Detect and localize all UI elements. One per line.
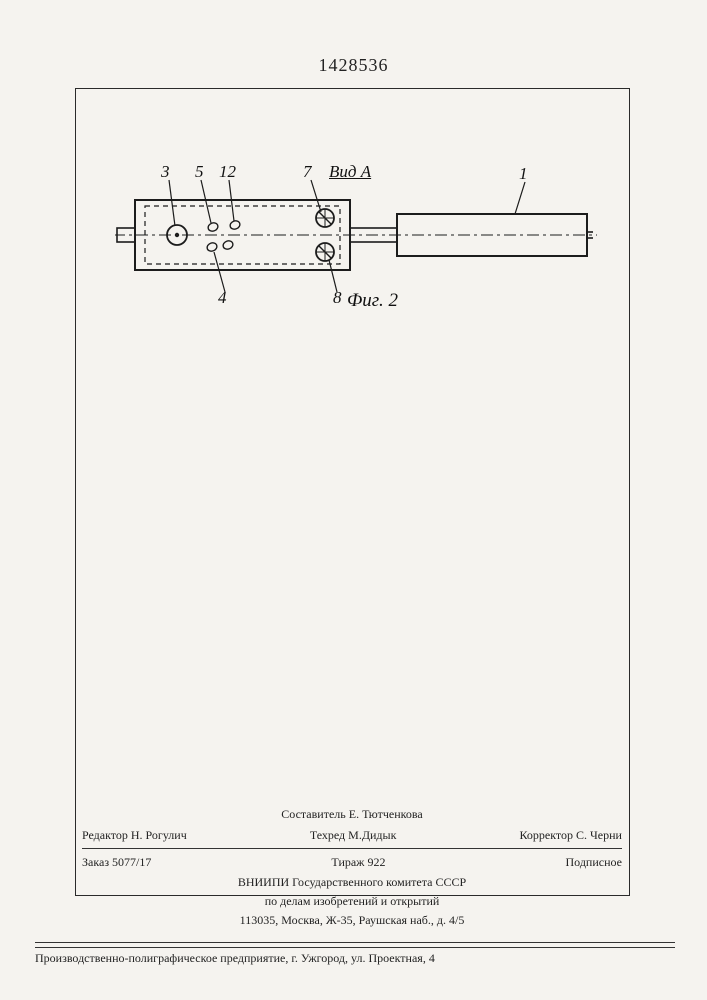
printer-rule-2 (35, 947, 675, 948)
footer-compiler: Составитель Е. Тютченкова (82, 805, 622, 824)
footer-order: Заказ 5077/17 (82, 855, 151, 870)
printer-text: Производственно-полиграфическое предприя… (35, 951, 675, 966)
page: 1428536 (0, 0, 707, 1000)
footer-divider-1 (82, 848, 622, 849)
footer-org-2: по делам изобретений и открытий (82, 892, 622, 911)
footer-editor: Редактор Н. Рогулич (82, 828, 187, 843)
callout-8: 8 (333, 288, 342, 308)
callout-5: 5 (195, 162, 204, 182)
callout-12: 12 (219, 162, 236, 182)
callout-4: 4 (218, 288, 227, 308)
footer-techred: Техред М.Дидык (310, 828, 397, 843)
callout-1: 1 (519, 164, 528, 184)
callout-3: 3 (161, 162, 170, 182)
callout-7: 7 (303, 162, 312, 182)
footer-podpisnoe: Подписное (566, 855, 623, 870)
view-label-a: Вид A (329, 162, 371, 182)
footer-block: Составитель Е. Тютченкова Редактор Н. Ро… (82, 805, 622, 930)
figure-caption: Фиг. 2 (347, 290, 398, 312)
footer-tirazh: Тираж 922 (331, 855, 385, 870)
footer-org-1: ВНИИПИ Государственного комитета СССР (82, 873, 622, 892)
printer-rule-1 (35, 942, 675, 943)
figure-2: 3 5 12 7 1 4 8 Вид A Фиг. 2 (115, 170, 615, 330)
footer-address: 113035, Москва, Ж-35, Раушская наб., д. … (82, 911, 622, 930)
printer-line: Производственно-полиграфическое предприя… (35, 942, 675, 966)
footer-corrector: Корректор С. Черни (520, 828, 622, 843)
document-number: 1428536 (0, 55, 707, 76)
